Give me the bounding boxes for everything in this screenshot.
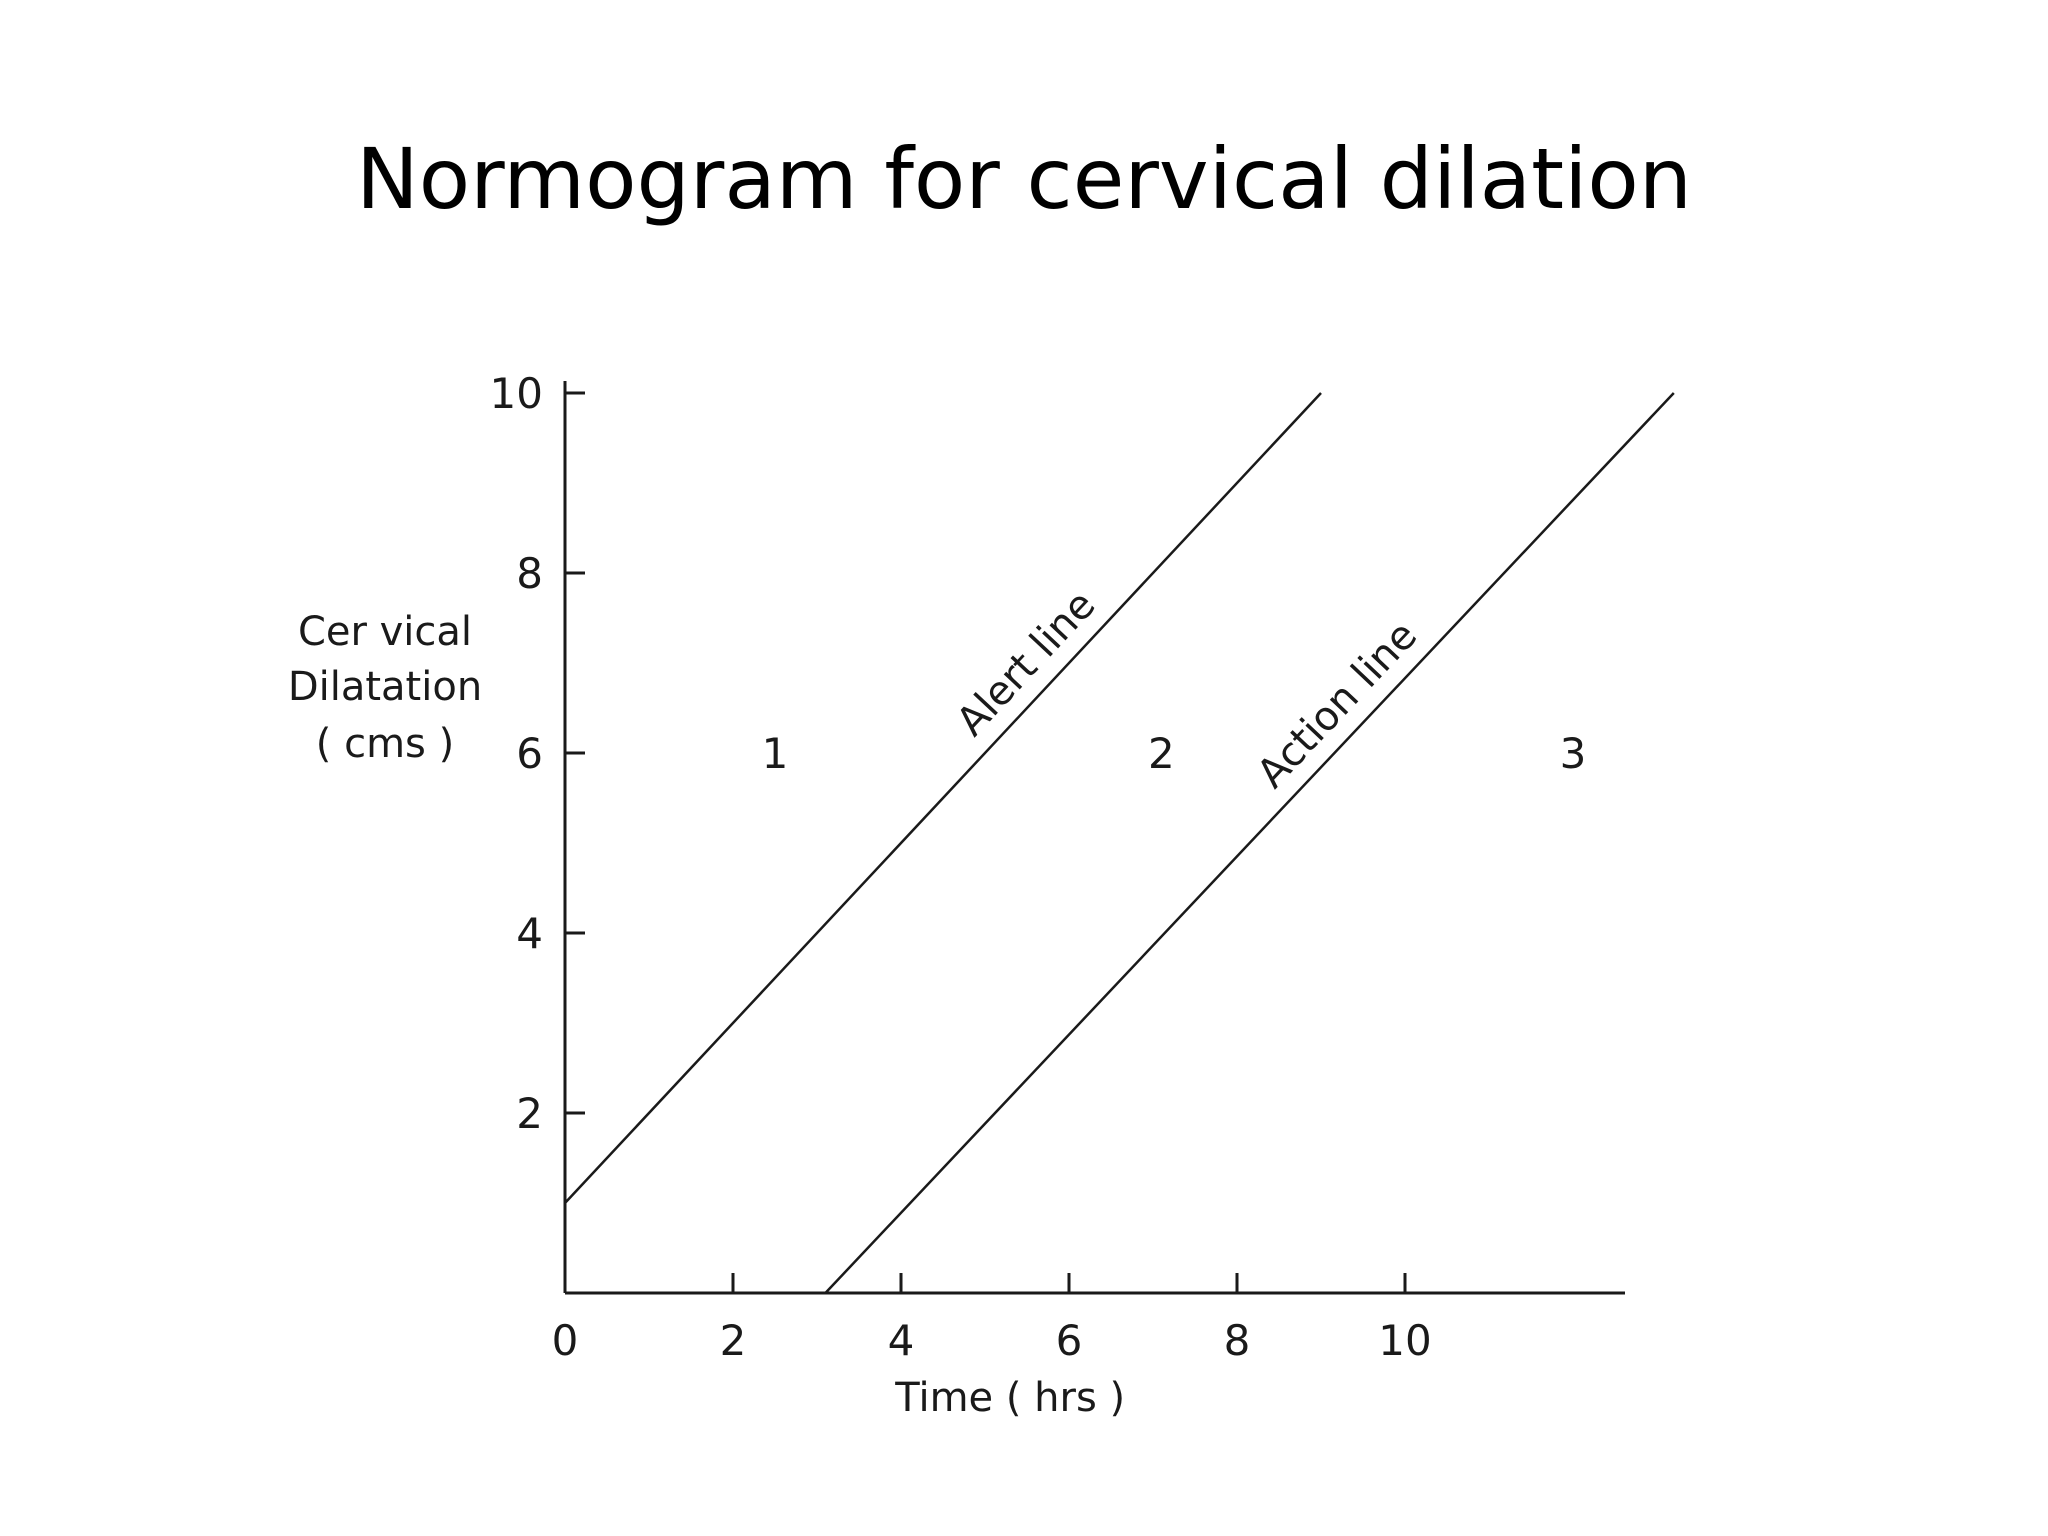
region-label: 2 bbox=[1148, 729, 1175, 778]
x-axis-label: Time ( hrs ) bbox=[894, 1375, 1125, 1421]
region-label: 1 bbox=[762, 729, 789, 778]
alert-line bbox=[564, 392, 1322, 1204]
slide-title: Normogram for cervical dilation bbox=[355, 130, 1693, 228]
data-series: Alert line Action line bbox=[564, 392, 1675, 1294]
y-tick-label: 8 bbox=[516, 549, 543, 598]
x-tick-label: 4 bbox=[888, 1316, 915, 1365]
y-axis-label: ( cms ) bbox=[316, 721, 454, 767]
x-tick-label: 2 bbox=[720, 1316, 747, 1365]
alert-line-label: Alert line bbox=[948, 582, 1105, 745]
x-tick-label: 0 bbox=[552, 1316, 579, 1365]
y-axis-label: Cer vical bbox=[298, 609, 472, 655]
axis-labels: Time ( hrs ) Cer vical Dilatation ( cms ) bbox=[288, 609, 1125, 1421]
y-tick-label: 2 bbox=[516, 1089, 543, 1138]
region-labels: 1 2 3 bbox=[762, 729, 1587, 778]
y-tick-label: 10 bbox=[490, 369, 543, 418]
action-line-label: Action line bbox=[1248, 613, 1426, 797]
y-axis-label: Dilatation bbox=[288, 664, 482, 710]
x-tick-label: 6 bbox=[1056, 1316, 1083, 1365]
y-tick-label: 4 bbox=[516, 909, 543, 958]
axis-ticks: 2 4 6 8 10 0 2 4 6 8 10 bbox=[490, 369, 1432, 1365]
action-line bbox=[824, 392, 1675, 1294]
region-label: 3 bbox=[1560, 729, 1587, 778]
x-tick-label: 10 bbox=[1378, 1316, 1431, 1365]
y-tick-label: 6 bbox=[516, 729, 543, 778]
x-tick-label: 8 bbox=[1224, 1316, 1251, 1365]
